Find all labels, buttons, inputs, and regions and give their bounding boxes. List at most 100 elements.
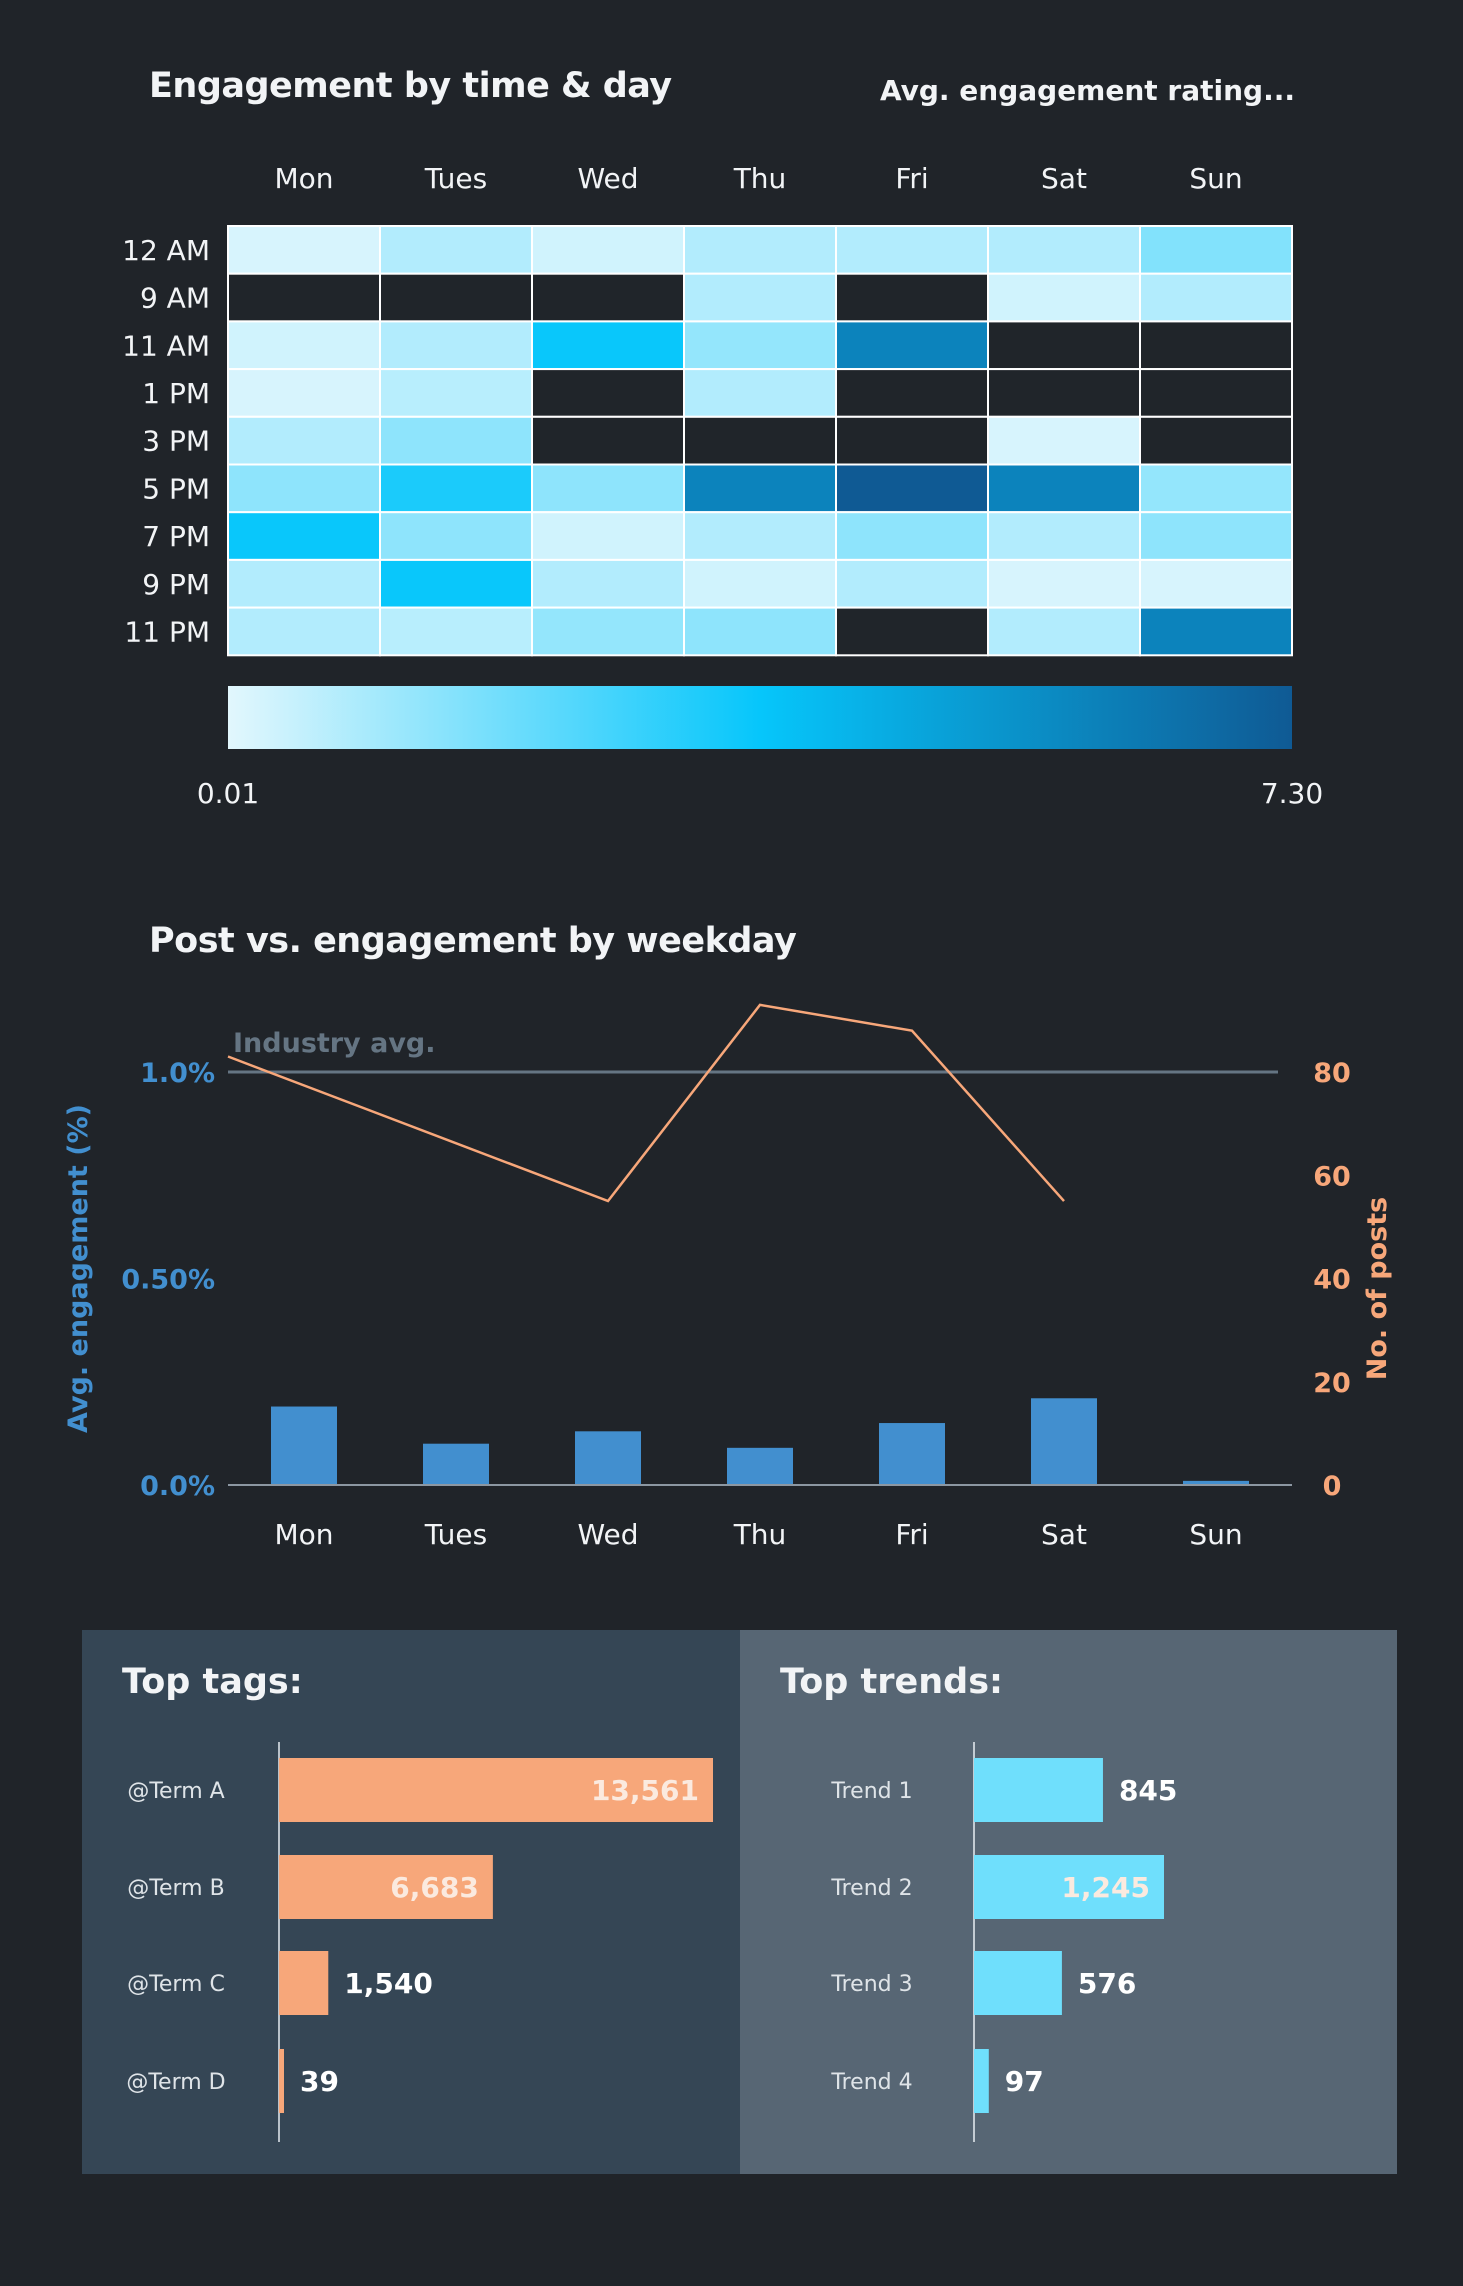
top-trends-chart: Trend 1 845 Trend 2 1,245 Trend 3 576 Trend 4 9…: [830, 1742, 1177, 2142]
heatmap-cell: [683, 415, 837, 466]
heatmap-y-label: 3 PM: [142, 425, 210, 458]
heatmap-cell: [835, 320, 989, 371]
combo-title: Post vs. engagement by weekday: [149, 921, 797, 961]
combo-x-label: Wed: [577, 1518, 638, 1551]
panel-category-label: Trend 1: [830, 1779, 912, 1804]
heatmap-cell: [379, 368, 533, 418]
top-trends-title: Top trends:: [780, 1662, 1004, 1702]
panel-bar: [974, 1951, 1062, 2015]
right-axis-title: No. of posts: [1362, 1197, 1393, 1380]
engagement-bar: [727, 1447, 793, 1485]
heatmap-x-label: Sat: [1041, 162, 1087, 195]
panel-value-label: 1,245: [1061, 1871, 1150, 1904]
panel-bar: [974, 2049, 989, 2113]
heatmap-cell: [531, 558, 685, 609]
panel-value-label: 576: [1078, 1967, 1136, 2000]
combo-x-label: Thu: [733, 1518, 787, 1551]
panel-bar: [279, 1855, 493, 1919]
heatmap-y-label: 11 PM: [124, 615, 210, 648]
heatmap-cell: [683, 225, 837, 275]
heatmap-cell: [227, 272, 381, 323]
heatmap-chart: Mon Tues Wed Thu Fri Sat Sun 12 AM 9 AM 11 AM 1 PM…: [122, 162, 1323, 810]
heatmap-cell: [531, 463, 685, 514]
heatmap-cell: [1139, 415, 1293, 466]
heatmap-y-label: 5 PM: [142, 472, 210, 505]
heatmap-cell: [1139, 606, 1293, 657]
engagement-bar: [271, 1406, 337, 1485]
heatmap-y-label: 9 AM: [140, 282, 210, 315]
heatmap-cell: [987, 511, 1141, 561]
heatmap-cell: [683, 272, 837, 323]
heatmap-cell: [835, 558, 989, 609]
panel-value-label: 39: [300, 2065, 339, 2098]
panel-category-label: Trend 4: [830, 2070, 912, 2095]
heatmap-cell: [531, 225, 685, 275]
panel-value-label: 97: [1005, 2065, 1044, 2098]
heatmap-cell: [1139, 320, 1293, 371]
heatmap-title: Engagement by time & day: [149, 66, 672, 106]
heatmap-cell: [379, 320, 533, 371]
heatmap-cell: [987, 272, 1141, 323]
heatmap-cell: [1139, 511, 1293, 561]
heatmap-y-label: 12 AM: [122, 234, 210, 267]
heatmap-cell: [683, 320, 837, 371]
heatmap-cell: [987, 368, 1141, 418]
heatmap-cell: [531, 320, 685, 371]
left-axis-tick: 0.50%: [121, 1265, 215, 1296]
heatmap-cell: [227, 368, 381, 418]
panel-category-label: @Term D: [126, 2070, 225, 2095]
heatmap-cell: [987, 415, 1141, 466]
combo-chart: Industry avg. 0.0% 0.50% 1.0% 0 20 40 60 80 Avg. …: [63, 1003, 1393, 1551]
combo-x-label: Tues: [424, 1518, 487, 1551]
combo-x-label: Sun: [1189, 1518, 1242, 1551]
panel-bar: [974, 1758, 1103, 1822]
heatmap-y-label: 9 PM: [142, 568, 210, 601]
heatmap-x-label: Sun: [1189, 162, 1242, 195]
left-axis-title: Avg. engagement (%): [63, 1104, 94, 1433]
heatmap-x-label: Wed: [577, 162, 638, 195]
heatmap-legend-title: Avg. engagement rating...: [879, 74, 1295, 107]
heatmap-y-label: 11 AM: [122, 329, 210, 362]
heatmap-cell: [227, 225, 381, 275]
posts-line: [227, 1003, 1065, 1203]
combo-x-label: Fri: [895, 1518, 928, 1551]
top-trends-panel: Top trends: Trend 1 845 Trend 2 1,245 Trend …: [740, 1630, 1397, 2174]
left-axis-tick: 1.0%: [140, 1058, 215, 1089]
panel-value-label: 1,540: [344, 1967, 433, 2000]
right-axis-tick: 80: [1313, 1058, 1351, 1089]
heatmap-cell: [835, 368, 989, 418]
engagement-bar: [879, 1423, 945, 1485]
heatmap-x-label: Mon: [274, 162, 333, 195]
heatmap-cell: [1139, 558, 1293, 609]
heatmap-cell: [227, 320, 381, 371]
heatmap-cell: [531, 511, 685, 561]
heatmap-cell: [531, 606, 685, 657]
heatmap-cell: [379, 558, 533, 609]
panel-bar: [974, 1855, 1164, 1919]
heatmap-y-label: 1 PM: [142, 377, 210, 410]
heatmap-cell: [1139, 225, 1293, 275]
heatmap-cell: [227, 606, 381, 657]
heatmap-x-label: Thu: [733, 162, 787, 195]
panel-category-label: @Term A: [127, 1779, 224, 1804]
heatmap-cell: [531, 368, 685, 418]
heatmap-cell: [683, 606, 837, 657]
heatmap-cell: [1139, 463, 1293, 514]
heatmap-cell: [1139, 272, 1293, 323]
heatmap-cell: [835, 225, 989, 275]
heatmap-cell: [531, 415, 685, 466]
panel-category-label: @Term B: [127, 1876, 224, 1901]
heatmap-cell: [379, 415, 533, 466]
heatmap-cell: [835, 606, 989, 657]
panel-category-label: Trend 2: [830, 1876, 912, 1901]
heatmap-cell: [683, 558, 837, 609]
heatmap-cell: [227, 463, 381, 514]
engagement-bar: [1031, 1398, 1097, 1485]
combo-x-label: Mon: [274, 1518, 333, 1551]
heatmap-cell: [987, 225, 1141, 275]
heatmap-y-label: 7 PM: [142, 520, 210, 553]
right-axis-tick: 0: [1323, 1471, 1342, 1502]
heatmap-cell: [1139, 368, 1293, 418]
heatmap-cell: [835, 511, 989, 561]
